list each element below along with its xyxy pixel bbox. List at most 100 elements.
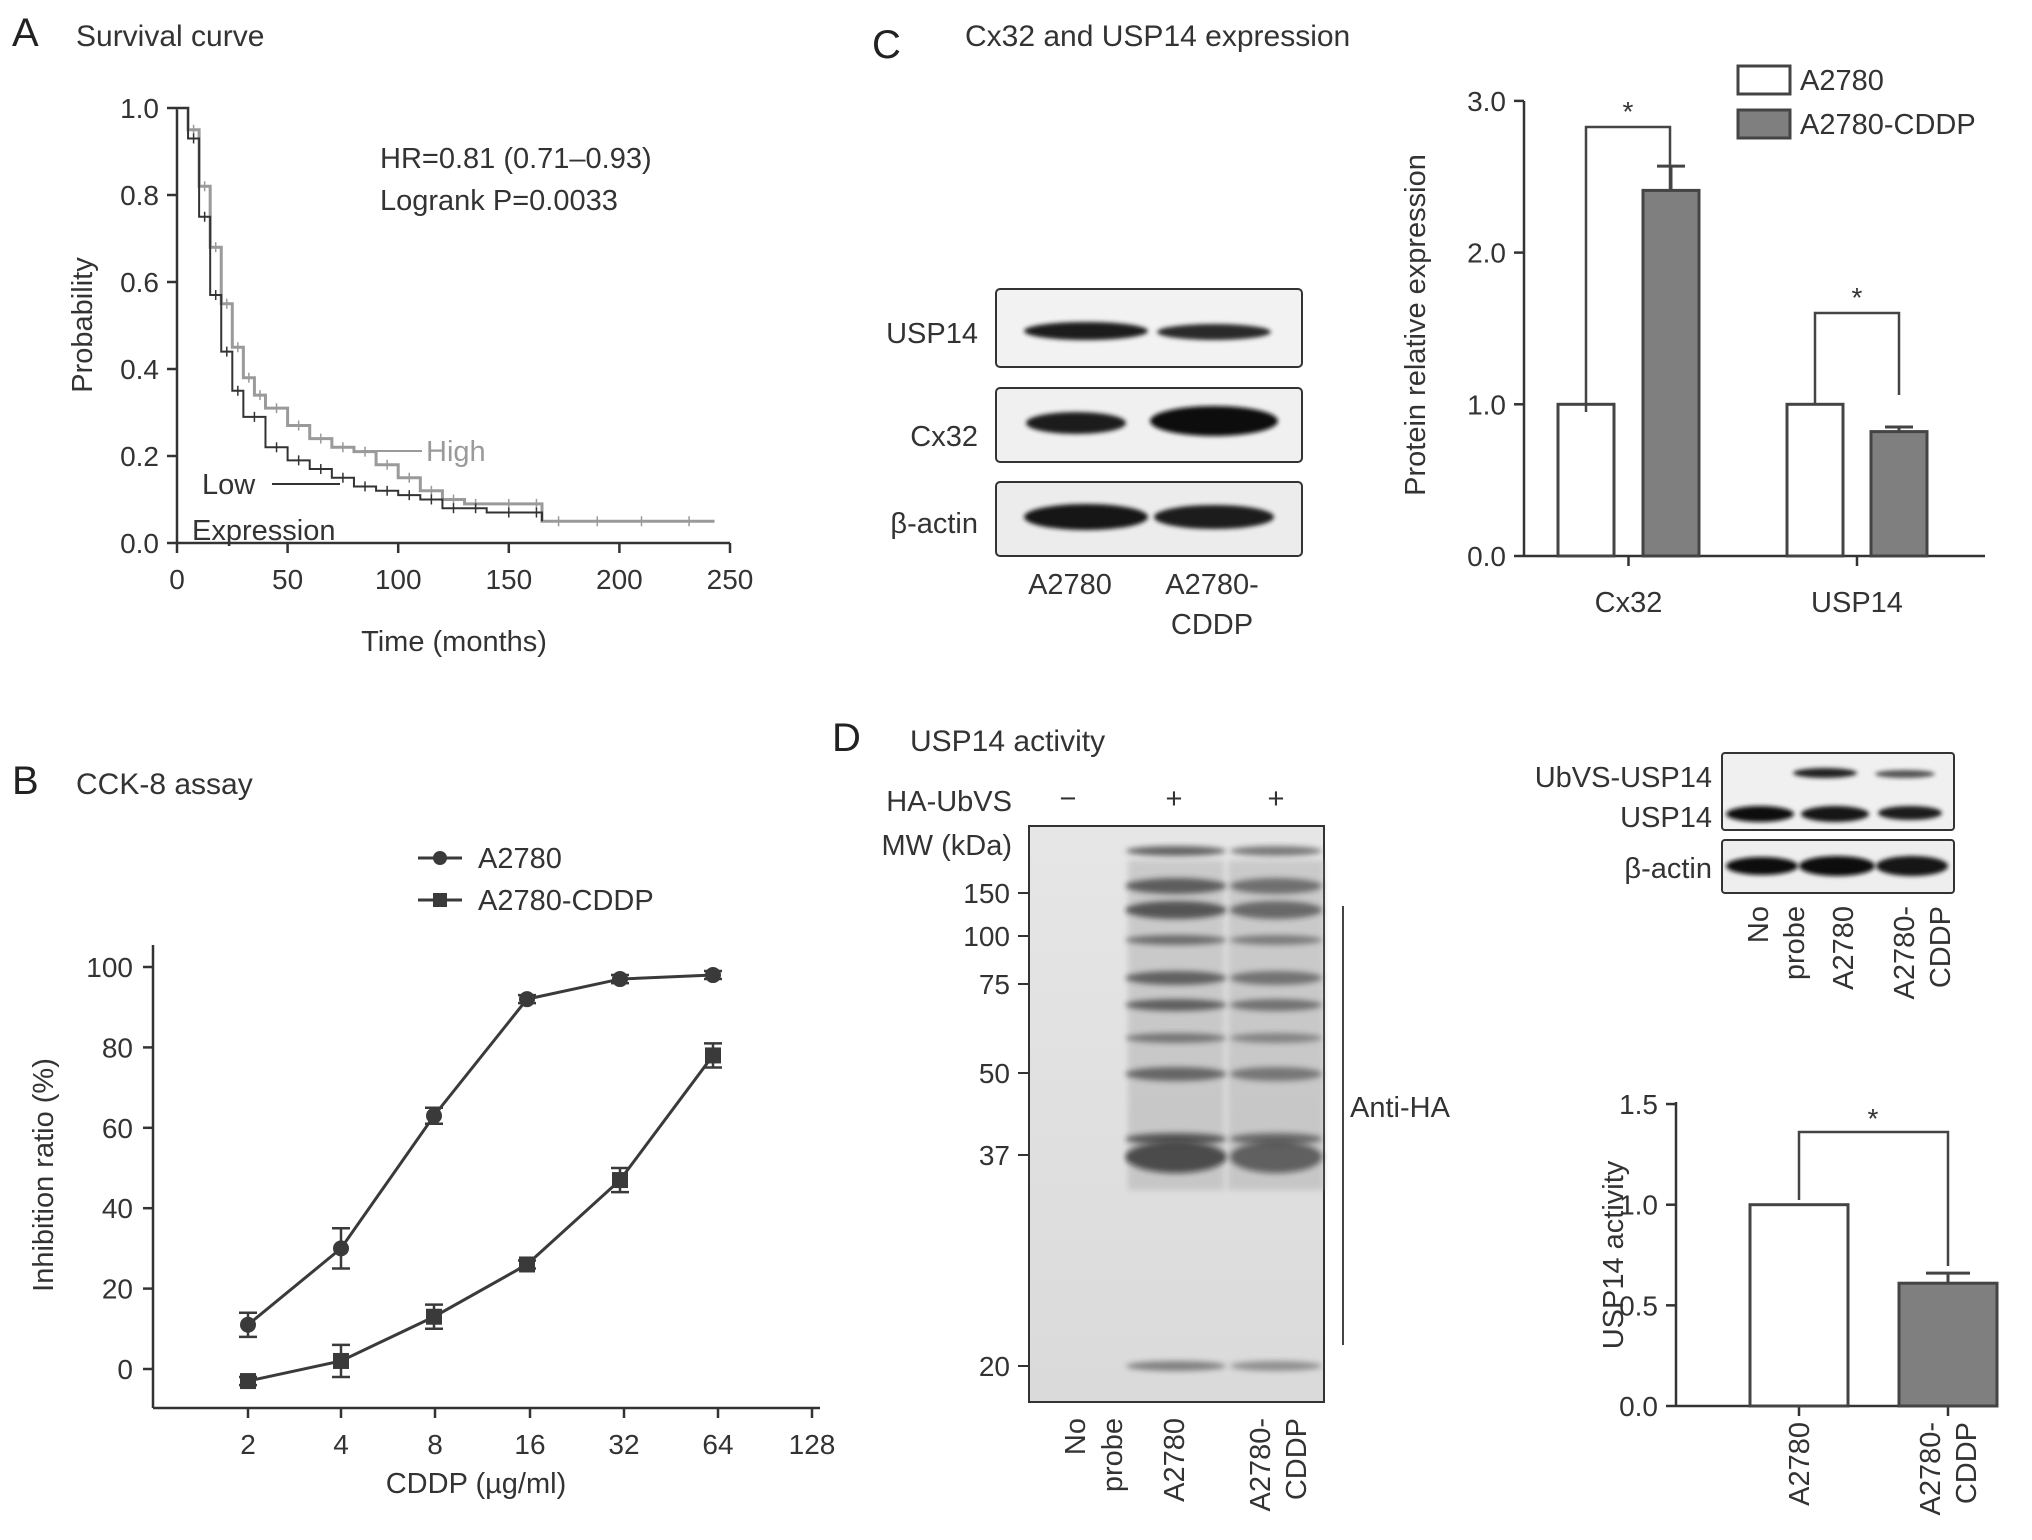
mw-label: MW (kDa): [882, 830, 1012, 862]
blot-lane-cddp-line2: CDDP: [1171, 609, 1253, 641]
panel-d-anti-ha-blot: HA-UbVS − + + MW (kDa) 150 100 75 50 37 20 An…: [882, 783, 1451, 1512]
x-tick-label: 64: [702, 1429, 733, 1460]
y-tick-label: 2.0: [1467, 238, 1506, 269]
activity-bar-a2780: [1748, 1203, 1850, 1408]
y-tick-label: 100: [86, 952, 133, 983]
y-tick-label: 1.0: [120, 93, 159, 124]
panel-d-small-blot: UbVS-USP14 USP14 β-actin No probe A2780 A27…: [1535, 752, 1957, 1000]
data-point: [426, 1107, 442, 1124]
blot-strip-actin: [995, 481, 1303, 557]
lane-label: No: [1060, 1418, 1092, 1455]
legend-label: A2780-CDDP: [478, 885, 654, 917]
band-usp14-cddp-small: [1878, 806, 1942, 820]
panel-a-xlabel: Time (months): [361, 626, 547, 658]
data-point: [240, 1316, 256, 1333]
panel-a-label-expression: Expression: [192, 515, 335, 547]
lane-label: CDDP: [1281, 1418, 1313, 1500]
bar-cx32-cddp: [1641, 188, 1701, 558]
data-point: [612, 1172, 628, 1189]
anti-ha-band: [1230, 1361, 1322, 1371]
survival-curve-high: [177, 106, 715, 523]
significance-star: *: [1868, 1103, 1879, 1134]
blot-lane-a2780: A2780: [1028, 569, 1112, 601]
panel-letter-b: B: [12, 759, 39, 803]
mw-marker-label: 20: [979, 1351, 1010, 1382]
x-tick-label: 8: [427, 1429, 443, 1460]
bar-lane-label: CDDP: [1951, 1422, 1983, 1504]
anti-ha-band: [1126, 846, 1226, 856]
y-tick-label: 0.4: [120, 354, 159, 385]
ha-ubvs-label: HA-UbVS: [886, 786, 1012, 818]
band-usp14-noprobe: [1726, 806, 1794, 822]
band-ubvs-usp14-a2780: [1793, 768, 1857, 778]
y-tick-label: 1.0: [1467, 389, 1506, 420]
panel-b-xlabel: CDDP (µg/ml): [386, 1468, 567, 1500]
lane-smear: [1128, 860, 1224, 1190]
legend-label: A2780: [478, 843, 562, 875]
blot-row-label-cx32: Cx32: [910, 421, 978, 453]
small-blot-row-actin: β-actin: [1624, 853, 1712, 885]
panel-c-ticks: 0.0 1.0 2.0 3.0 Cx32 USP14: [1467, 86, 1903, 619]
survival-curve-low: [177, 107, 543, 522]
panel-a-label-low: Low: [202, 469, 256, 501]
anti-ha-band: [1126, 1361, 1226, 1371]
panel-b-ylabel: Inhibition ratio (%): [28, 1058, 60, 1292]
band-ubvs-usp14-cddp: [1875, 770, 1935, 778]
legend-swatch: [1736, 64, 1792, 96]
significance-star: *: [1852, 282, 1863, 313]
panel-c-bars: **: [1556, 96, 1929, 558]
data-point: [426, 1308, 442, 1325]
x-tick-label: 2: [240, 1429, 256, 1460]
panel-b-series: [239, 967, 722, 1390]
anti-ha-lane-labels: No probe A2780 A2780- CDDP: [1060, 1418, 1313, 1512]
lane-label: A2780: [1159, 1418, 1191, 1502]
panel-a-hr-text: HR=0.81 (0.71–0.93): [380, 143, 652, 175]
x-tick-label: 16: [514, 1429, 545, 1460]
y-tick-label: 0.0: [1467, 541, 1506, 572]
y-tick-label: 0.0: [120, 528, 159, 559]
bar-lane-label: A2780: [1784, 1422, 1816, 1506]
band-cx32-a2780: [1026, 412, 1126, 434]
y-tick-label: 40: [102, 1193, 133, 1224]
mw-marker-label: 37: [979, 1140, 1010, 1171]
panel-c: C Cx32 and USP14 expression USP14 Cx32 β…: [872, 20, 1985, 641]
small-lane-label: A2780-: [1889, 906, 1921, 1000]
bar-usp14-cddp: [1869, 430, 1929, 558]
blot-strip-usp14: [995, 288, 1303, 368]
anti-ha-band: [1230, 846, 1322, 856]
legend-label: A2780: [1800, 65, 1884, 97]
legend-swatch: [1736, 108, 1792, 140]
panel-letter-c: C: [872, 23, 901, 67]
panel-c-ylabel: Protein relative expression: [1400, 154, 1432, 496]
mw-markers: 150 100 75 50 37 20: [963, 878, 1029, 1382]
panel-c-title: Cx32 and USP14 expression: [965, 20, 1350, 53]
small-blot-lane-labels: No probe A2780 A2780- CDDP: [1743, 906, 1957, 1000]
activity-bar-cddp: [1897, 1281, 1999, 1408]
band-cx32-cddp: [1150, 406, 1278, 436]
legend-label: A2780-CDDP: [1800, 109, 1976, 141]
data-point: [612, 971, 628, 988]
bar-lane-label: A2780-: [1915, 1422, 1947, 1516]
data-point: [519, 991, 535, 1008]
y-tick-label: 0: [117, 1354, 133, 1385]
x-tick-label: 250: [707, 564, 754, 595]
small-blot-row-ubvs-usp14: UbVS-USP14: [1535, 762, 1712, 794]
band-actin-cddp: [1154, 505, 1274, 529]
blot-row-label-actin: β-actin: [890, 508, 978, 540]
data-point: [705, 1047, 721, 1064]
panel-letter-d: D: [832, 716, 861, 760]
data-point: [705, 967, 721, 984]
small-lane-label: CDDP: [1925, 906, 1957, 988]
mw-marker-label: 100: [963, 921, 1010, 952]
y-tick-label: 60: [102, 1113, 133, 1144]
panel-a-ticks: 0 50 100 150 200 250 0.0 0.2 0.4 0.6 0.8 1.0: [120, 93, 753, 595]
small-lane-label: No: [1743, 906, 1775, 943]
y-tick-label: 80: [102, 1032, 133, 1063]
y-tick-label: 1.5: [1619, 1089, 1658, 1120]
band-usp14-a2780-small: [1801, 806, 1869, 822]
significance-star: *: [1623, 96, 1634, 127]
panel-b-ticks: 2 4 8 16 32 64 128 0 20 40 60 80 100: [86, 952, 835, 1460]
x-tick-label: 0: [169, 564, 185, 595]
x-tick-label: 32: [608, 1429, 639, 1460]
panel-a-title: Survival curve: [76, 20, 264, 53]
